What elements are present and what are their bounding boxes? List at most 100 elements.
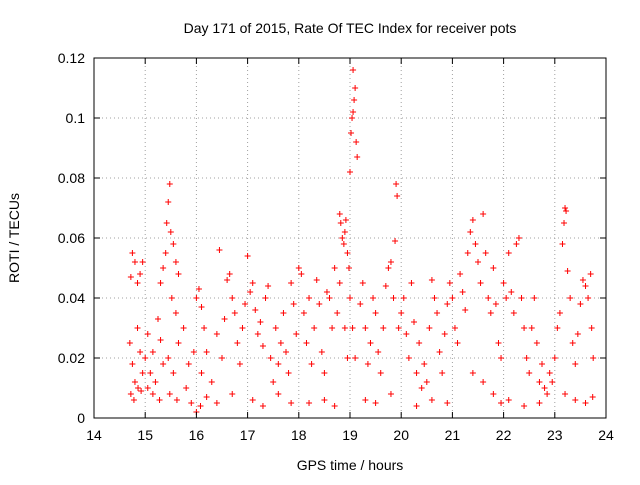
data-point <box>487 310 494 316</box>
data-point <box>203 394 210 400</box>
x-tick-layer: 14 15 16 17 18 19 20 21 22 23 24 <box>86 58 614 443</box>
data-point <box>344 355 351 361</box>
data-point <box>149 391 156 397</box>
data-point <box>195 286 202 292</box>
data-point <box>129 250 136 256</box>
data-point <box>340 241 347 247</box>
data-point <box>175 340 182 346</box>
y-tick-label: 0.08 <box>58 170 85 186</box>
data-point <box>349 115 356 121</box>
data-point <box>166 181 173 187</box>
data-point <box>270 379 277 385</box>
data-point <box>306 400 313 406</box>
data-point <box>382 283 389 289</box>
data-point <box>139 370 146 376</box>
data-point <box>344 250 351 256</box>
data-point <box>316 301 323 307</box>
data-point <box>198 370 205 376</box>
data-point <box>495 340 502 346</box>
data-point <box>567 295 574 301</box>
data-point <box>589 394 596 400</box>
data-point <box>203 349 210 355</box>
data-point <box>482 250 489 256</box>
y-axis-label: ROTI / TECUs <box>6 193 22 283</box>
data-point <box>426 325 433 331</box>
data-point <box>142 355 149 361</box>
x-tick-label: 14 <box>86 427 102 443</box>
y-tick-label: 0.1 <box>66 110 86 126</box>
data-point <box>469 370 476 376</box>
data-point <box>137 271 144 277</box>
data-point <box>318 349 325 355</box>
data-point <box>475 259 481 265</box>
data-point <box>127 391 134 397</box>
data-point <box>521 325 528 331</box>
data-point <box>249 397 256 403</box>
data-point <box>157 280 164 286</box>
data-point <box>288 400 295 406</box>
data-point <box>219 355 225 361</box>
data-point <box>536 379 543 385</box>
data-point <box>477 280 484 286</box>
data-point <box>165 199 172 205</box>
data-point <box>544 391 551 397</box>
data-point <box>421 361 428 367</box>
data-point <box>347 295 353 301</box>
data-point <box>293 331 300 337</box>
data-point <box>138 388 145 394</box>
data-point <box>536 400 543 406</box>
data-point <box>563 208 570 214</box>
data-point <box>216 247 223 253</box>
data-point <box>341 229 348 235</box>
data-point <box>533 340 540 346</box>
data-point <box>131 379 138 385</box>
data-point <box>175 271 182 277</box>
data-point <box>480 211 487 217</box>
data-point <box>350 109 357 115</box>
data-point <box>267 355 274 361</box>
data-point <box>208 379 215 385</box>
data-point <box>275 361 282 367</box>
data-point <box>480 379 487 385</box>
data-point <box>515 235 522 241</box>
data-point <box>134 280 141 286</box>
grid-layer <box>94 58 606 418</box>
data-point <box>252 307 259 313</box>
data-point <box>352 355 359 361</box>
data-point <box>434 310 441 316</box>
data-point <box>188 400 195 406</box>
data-point <box>244 253 251 259</box>
data-point <box>300 310 307 316</box>
data-point <box>198 304 205 310</box>
x-tick-label: 24 <box>598 427 614 443</box>
data-point <box>172 259 179 265</box>
data-point <box>298 271 305 277</box>
data-point <box>234 340 241 346</box>
data-point <box>377 370 384 376</box>
data-point <box>395 325 402 331</box>
data-point <box>167 229 174 235</box>
data-point <box>166 391 173 397</box>
y-tick-label: 0.06 <box>58 230 85 246</box>
data-point <box>546 370 553 376</box>
y-tick-label: 0.02 <box>58 350 85 366</box>
data-point <box>472 241 479 247</box>
data-point <box>572 361 579 367</box>
data-point <box>467 229 474 235</box>
data-point <box>498 355 505 361</box>
data-point <box>329 325 336 331</box>
x-tick-label: 20 <box>393 427 409 443</box>
data-point <box>321 370 328 376</box>
data-point <box>539 361 545 367</box>
data-point <box>394 193 401 199</box>
data-point <box>213 400 220 406</box>
x-tick-label: 18 <box>291 427 307 443</box>
data-point <box>259 343 266 349</box>
data-point <box>354 154 361 160</box>
y-tick-label: 0.04 <box>58 290 85 306</box>
data-point <box>372 400 379 406</box>
data-point <box>393 181 400 187</box>
data-point <box>170 370 177 376</box>
data-point <box>549 379 556 385</box>
data-point <box>288 280 295 286</box>
